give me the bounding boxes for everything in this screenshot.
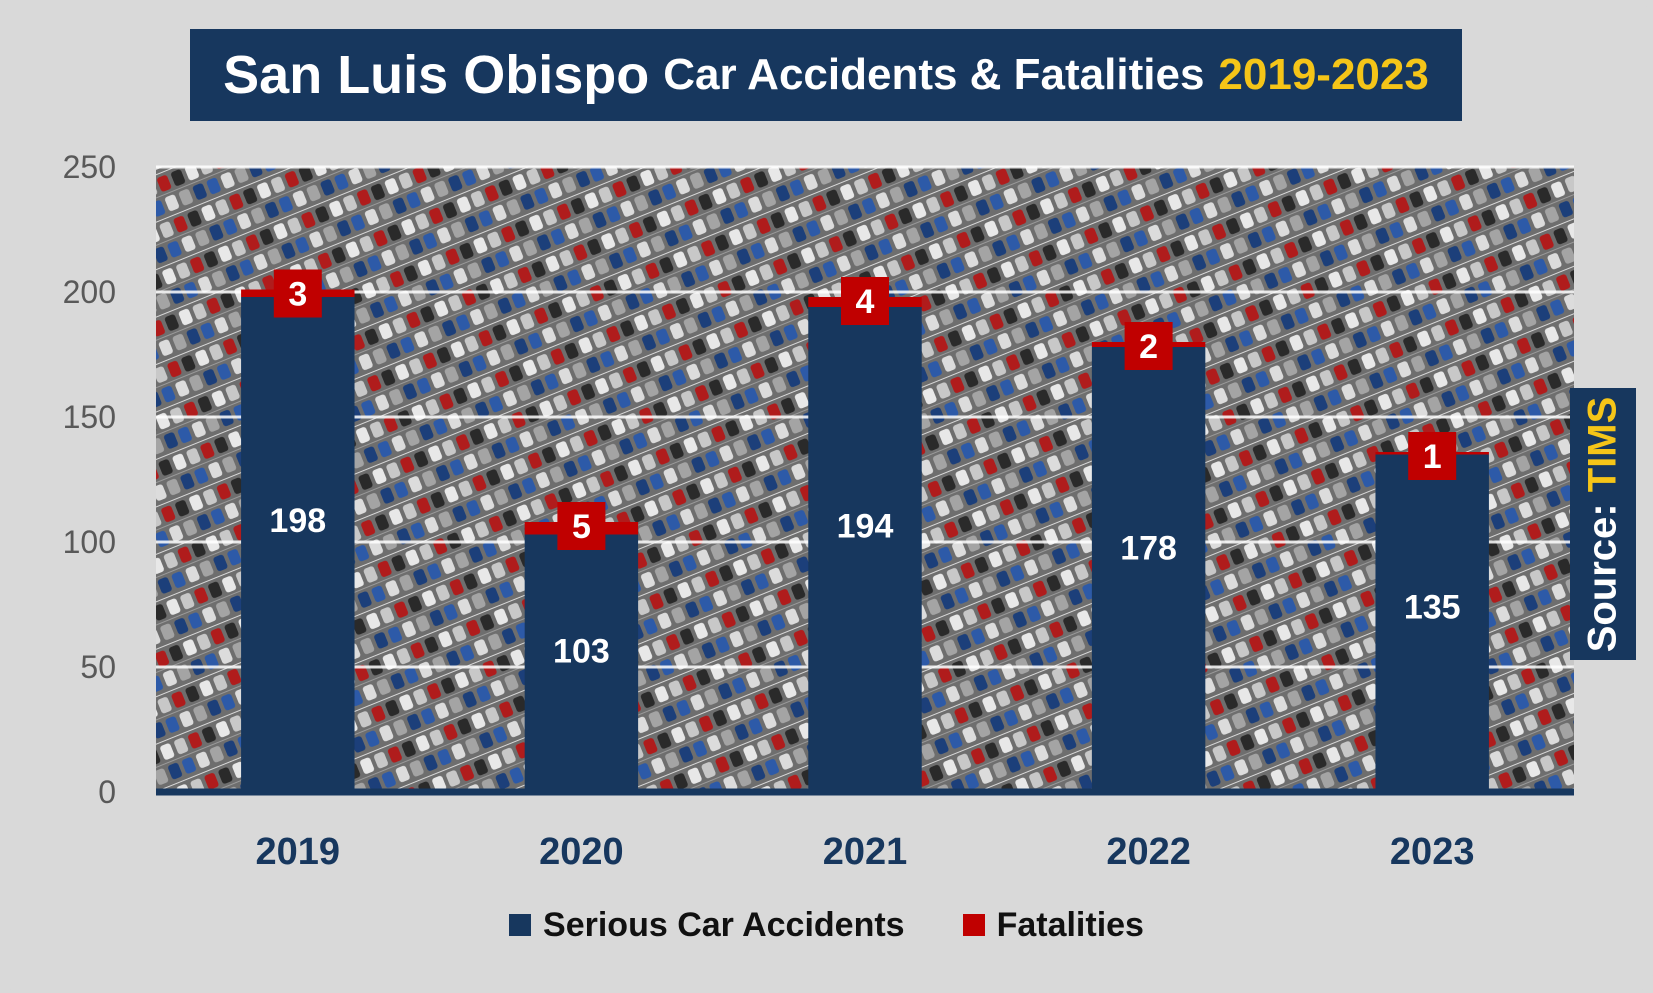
bar-accidents-2019 <box>241 297 355 792</box>
bar-accidents-2022 <box>1091 347 1206 792</box>
x-tick-label-2020: 2020 <box>539 831 624 873</box>
x-tick-label-2023: 2023 <box>1390 831 1475 873</box>
y-tick-label-150: 150 <box>63 399 116 435</box>
source-label: Source: <box>1580 502 1625 652</box>
y-tick-label-0: 0 <box>98 774 116 810</box>
title-years: 2019-2023 <box>1218 50 1429 99</box>
source-value: TIMS <box>1580 396 1625 492</box>
legend-label-fatalities: Fatalities <box>996 905 1144 944</box>
legend-label-accidents: Serious Car Accidents <box>543 905 905 944</box>
data-label-accidents-2023: 135 <box>1404 588 1461 626</box>
data-label-accidents-2021: 194 <box>837 507 894 545</box>
x-tick-label-2021: 2021 <box>823 831 908 873</box>
y-tick-label-250: 250 <box>63 149 116 185</box>
data-label-fatalities-2021: 4 <box>856 283 875 321</box>
legend-swatch-fatalities <box>962 914 985 936</box>
data-label-box-fatalities-2023 <box>1408 432 1457 480</box>
bar-accidents-2020 <box>524 534 639 792</box>
legend: Serious Car Accidents Fatalities <box>0 900 1653 950</box>
chart-title: San Luis Obispo Car Accidents & Fatalitie… <box>190 29 1462 121</box>
legend-item-fatalities: Fatalities <box>962 905 1144 945</box>
title-subject: Car Accidents & Fatalities <box>663 50 1205 99</box>
source-badge: Source: TIMS <box>1570 388 1636 660</box>
data-label-box-fatalities-2022 <box>1124 322 1173 370</box>
y-tick-label-50: 50 <box>80 649 116 685</box>
y-tick-label-200: 200 <box>63 274 116 310</box>
bar-accidents-2023 <box>1375 454 1489 792</box>
x-tick-label-2022: 2022 <box>1106 831 1191 873</box>
data-label-fatalities-2019: 3 <box>288 276 307 314</box>
data-label-fatalities-2022: 2 <box>1139 328 1158 366</box>
data-label-accidents-2022: 178 <box>1120 529 1177 567</box>
data-label-accidents-2020: 103 <box>553 632 610 670</box>
y-tick-label-100: 100 <box>63 524 116 560</box>
data-label-box-fatalities-2020 <box>557 502 606 550</box>
bar-accidents-2021 <box>808 307 922 792</box>
x-tick-label-2019: 2019 <box>256 831 341 873</box>
data-label-fatalities-2023: 1 <box>1423 438 1442 476</box>
data-label-accidents-2019: 198 <box>269 502 326 540</box>
data-label-fatalities-2020: 5 <box>572 508 591 546</box>
data-label-box-fatalities-2021 <box>841 277 889 325</box>
title-city: San Luis Obispo <box>223 45 650 105</box>
legend-item-accidents: Serious Car Accidents <box>509 906 905 945</box>
data-label-box-fatalities-2019 <box>273 269 322 318</box>
legend-swatch-accidents <box>509 914 532 936</box>
